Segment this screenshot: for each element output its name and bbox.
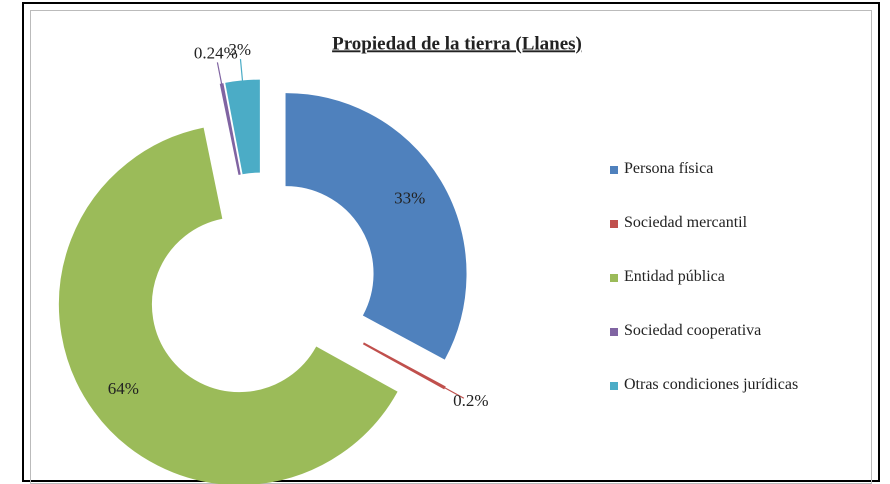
data-label: 64%: [108, 379, 139, 398]
legend-label: Otras condiciones jurídicas: [624, 376, 799, 393]
legend-swatch: [610, 274, 618, 282]
legend-swatch: [610, 328, 618, 336]
legend-label: Entidad pública: [624, 268, 725, 285]
legend-item: Entidad pública: [610, 268, 850, 286]
data-label: 0.2%: [453, 391, 488, 410]
legend-label: Persona física: [624, 160, 714, 177]
legend-item: Otras condiciones jurídicas: [610, 376, 850, 394]
data-label: 33%: [394, 189, 425, 208]
legend-label: Sociedad mercantil: [624, 214, 748, 231]
legend-swatch: [610, 166, 618, 174]
donut-slice: [285, 93, 467, 360]
leader-line: [239, 58, 244, 85]
leader-line: [440, 385, 465, 399]
donut-slice: [225, 79, 260, 175]
legend-item: Sociedad mercantil: [610, 214, 850, 232]
data-label: 3%: [228, 40, 251, 59]
chart-title: Propiedad de la tierra (Llanes): [332, 33, 582, 54]
leader-line: [216, 62, 224, 88]
legend-swatch: [610, 220, 618, 228]
legend-label: Sociedad cooperativa: [624, 322, 762, 339]
legend: Persona física Sociedad mercantil Entidad …: [610, 160, 850, 430]
legend-swatch: [610, 382, 618, 390]
data-label: 0.24%: [194, 43, 238, 62]
legend-item: Sociedad cooperativa: [610, 322, 850, 340]
outer-frame: [22, 2, 880, 482]
legend-item: Persona física: [610, 160, 850, 178]
